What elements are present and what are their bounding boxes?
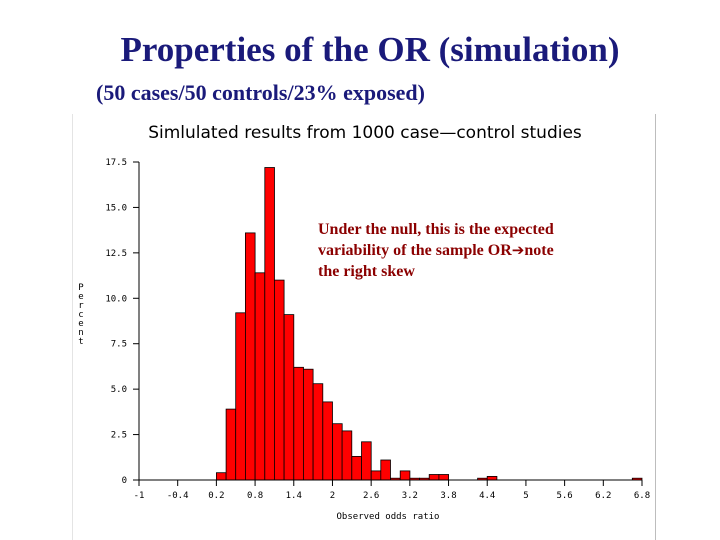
- callout-line-2-end: note: [524, 242, 554, 259]
- histogram-bar: [438, 474, 449, 481]
- x-tick-label: 5.6: [556, 491, 572, 501]
- x-tick-label: 1.4: [286, 491, 302, 501]
- callout-line-2: variability of the sample OR➔note: [318, 240, 638, 261]
- x-tick-label: 6.2: [595, 491, 611, 501]
- annotation-callout: Under the null, this is the expected var…: [318, 219, 638, 282]
- callout-line-3: the right skew: [318, 263, 415, 280]
- y-tick-label: 5.0: [111, 385, 127, 395]
- histogram-bar: [235, 312, 246, 481]
- x-tick-label: 0.2: [208, 491, 224, 501]
- y-axis-label-letter: e: [78, 292, 83, 302]
- y-tick-label: 12.5: [105, 249, 127, 259]
- histogram-bar: [312, 383, 324, 481]
- histogram-bar: [322, 401, 333, 481]
- histogram-bar: [428, 474, 440, 481]
- histogram-bar: [283, 314, 295, 481]
- x-tick-label: -1: [134, 491, 145, 501]
- y-tick-label: 2.5: [111, 431, 127, 441]
- histogram-bar: [244, 232, 256, 481]
- histogram-bar: [486, 475, 498, 481]
- histogram-bar: [341, 430, 353, 481]
- x-tick-label: 3.2: [402, 491, 418, 501]
- y-axis-label-letter: r: [78, 301, 84, 311]
- histogram-bar: [380, 459, 391, 481]
- y-tick-label: 15.0: [105, 203, 127, 213]
- callout-line-2-text: variability of the sample OR: [318, 242, 512, 259]
- x-tick-label: 3.8: [440, 491, 456, 501]
- x-tick-label: 4.4: [479, 491, 495, 501]
- histogram-bar: [332, 423, 343, 481]
- y-axis-label-letter: e: [78, 319, 83, 329]
- y-tick-label: 7.5: [111, 340, 127, 350]
- histogram-bar: [254, 272, 266, 481]
- chart-title: Simlulated results from 1000 case—contro…: [148, 123, 582, 143]
- right-arrow-icon: ➔: [511, 241, 525, 259]
- histogram-bar: [273, 279, 285, 481]
- histogram-chart: Simlulated results from 1000 case—contro…: [78, 123, 650, 522]
- x-tick-label: 0.8: [247, 491, 263, 501]
- slide-subtitle: (50 cases/50 controls/23% exposed): [96, 80, 425, 105]
- y-axis-label-letter: n: [78, 328, 83, 338]
- histogram-bar: [264, 167, 275, 481]
- x-tick-label: -0.4: [167, 491, 189, 501]
- x-tick-label: 2: [330, 491, 335, 501]
- y-axis-label-letter: P: [78, 283, 84, 293]
- x-tick-label: 5: [523, 491, 528, 501]
- histogram-bar: [370, 470, 382, 481]
- callout-line-1: Under the null, this is the expected: [318, 221, 554, 238]
- slide-title: Properties of the OR (simulation): [120, 30, 620, 69]
- histogram-panel: Simlulated results from 1000 case—contro…: [72, 114, 656, 540]
- y-tick-label: 10.0: [105, 294, 127, 304]
- y-tick-label: 0: [122, 476, 127, 486]
- histogram-bar: [215, 472, 227, 481]
- histogram-bar: [225, 408, 237, 481]
- x-axis-label: Observed odds ratio: [337, 512, 440, 522]
- histogram-bar: [351, 455, 362, 481]
- x-tick-label: 6.8: [634, 491, 650, 501]
- histogram-bar: [361, 441, 372, 481]
- histogram-bar: [399, 470, 411, 481]
- histogram-bar: [302, 368, 314, 481]
- histogram-bar: [293, 366, 304, 481]
- y-axis-label-letter: t: [78, 337, 83, 347]
- y-axis-label-letter: c: [78, 310, 83, 320]
- y-tick-label: 17.5: [105, 158, 127, 168]
- x-tick-label: 2.6: [363, 491, 379, 501]
